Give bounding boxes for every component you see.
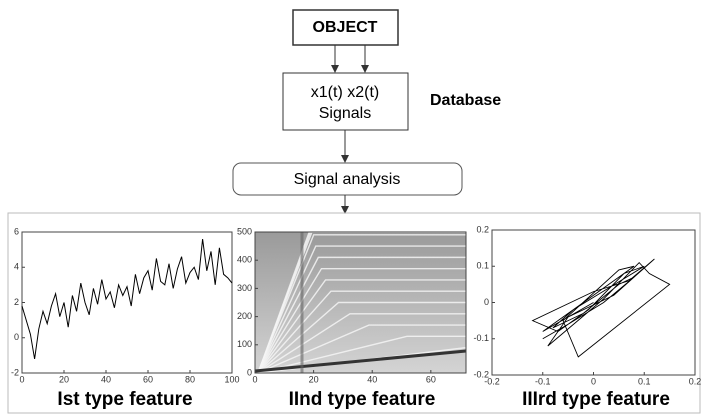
x-tick-label: 0.2 <box>689 376 702 386</box>
x-tick-label: 20 <box>309 374 319 384</box>
panel-caption: Ist type feature <box>57 389 192 410</box>
analysis-label: Signal analysis <box>294 171 401 188</box>
panel-caption: IIIrd type feature <box>522 389 670 410</box>
y-tick-label: 0 <box>14 332 19 342</box>
y-tick-label: 100 <box>237 339 252 349</box>
y-tick-label: -0.1 <box>473 333 489 343</box>
x-tick-label: 80 <box>185 374 195 384</box>
x-tick-label: 0 <box>19 374 24 384</box>
x-tick-label: 0 <box>252 374 257 384</box>
y-tick-label: 0 <box>484 297 489 307</box>
y-tick-label: -2 <box>11 367 19 377</box>
x-tick-label: -0.1 <box>535 376 551 386</box>
y-tick-label: 500 <box>237 226 252 236</box>
y-tick-label: -0.2 <box>473 369 489 379</box>
page: OBJECT x1(t) x2(t) Signals Database Sign… <box>0 0 702 415</box>
y-tick-label: 6 <box>14 226 19 236</box>
y-tick-label: 300 <box>237 283 252 293</box>
y-tick-label: 0.2 <box>476 224 489 234</box>
y-tick-label: 400 <box>237 255 252 265</box>
y-tick-label: 0 <box>247 367 252 377</box>
y-tick-label: 0.1 <box>476 261 489 271</box>
diagram: OBJECT x1(t) x2(t) Signals Database Sign… <box>0 0 702 415</box>
signals-label: x1(t) x2(t) <box>311 84 379 101</box>
y-tick-label: 4 <box>14 262 19 272</box>
x-tick-label: 0 <box>591 376 596 386</box>
x-tick-label: 20 <box>59 374 69 384</box>
x-tick-label: 100 <box>224 374 239 384</box>
y-tick-label: 200 <box>237 311 252 321</box>
x-tick-label: 40 <box>367 374 377 384</box>
object-label: OBJECT <box>313 19 378 36</box>
signals-label: Signals <box>319 105 371 122</box>
phase-line <box>533 259 670 357</box>
database-label: Database <box>430 92 501 109</box>
y-tick-label: 2 <box>14 297 19 307</box>
axes-box <box>22 232 232 373</box>
x-tick-label: 60 <box>426 374 436 384</box>
x-tick-label: 60 <box>143 374 153 384</box>
signal-line <box>22 239 232 359</box>
x-tick-label: 40 <box>101 374 111 384</box>
x-tick-label: 0.1 <box>638 376 651 386</box>
panel-caption: IInd type feature <box>289 389 436 410</box>
